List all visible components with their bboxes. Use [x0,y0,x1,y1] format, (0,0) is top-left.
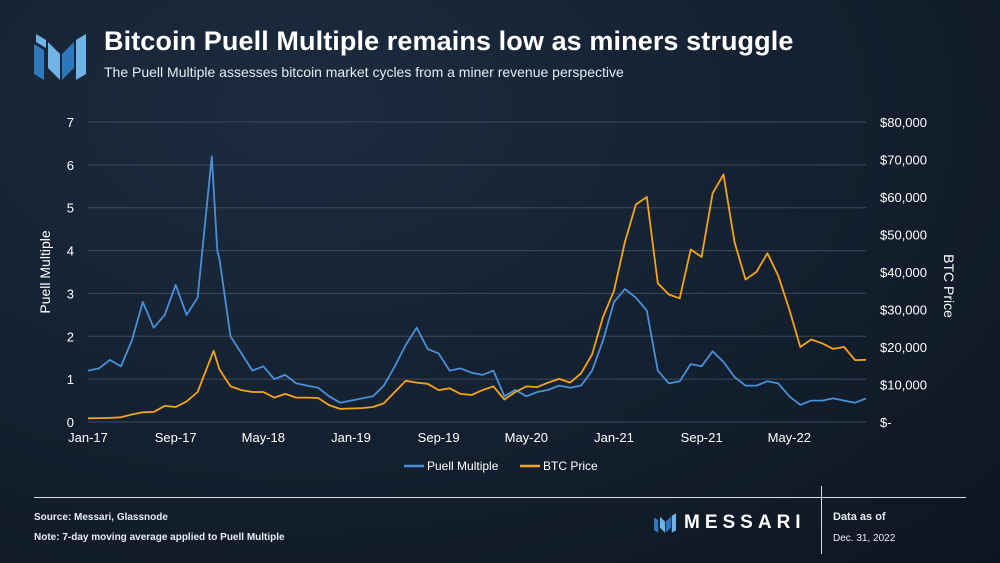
y-right-tick-label: $40,000 [880,265,927,280]
x-tick-label: Sep-17 [155,430,197,445]
y-left-tick-label: 5 [67,201,74,216]
y-left-tick-label: 4 [67,244,74,259]
page-title: Bitcoin Puell Multiple remains low as mi… [104,26,794,56]
x-tick-label: Jan-21 [594,430,634,445]
y-right-tick-label: $20,000 [880,340,927,355]
legend-puell-multiple-label: Puell Multiple [427,459,499,473]
x-tick-label: Jan-19 [331,430,371,445]
messari-logo-icon [34,34,86,80]
x-tick-label: Sep-19 [418,430,460,445]
y-left-tick-label: 3 [67,286,74,301]
x-tick-label: May-20 [505,430,548,445]
page-subtitle: The Puell Multiple assesses bitcoin mark… [104,64,624,80]
y-left-tick-label: 1 [67,372,74,387]
y-right-tick-label: $80,000 [880,115,927,130]
data-as-of-date: Dec. 31, 2022 [833,533,896,544]
y-left-tick-label: 6 [67,158,74,173]
series-line-puell-multiple [87,155,867,406]
y-right-tick-label: $10,000 [880,378,927,393]
y-right-tick-label: $50,000 [880,228,927,243]
data-as-of-label: Data as of [833,511,886,523]
note-text: Note: 7-day moving average applied to Pu… [34,532,285,543]
brand-lockup: MESSARI [654,512,806,534]
y-right-tick-label: $60,000 [880,190,927,205]
footer-divider [34,497,966,498]
footer-vertical-divider [821,486,822,554]
y-right-tick-label: $- [880,415,892,430]
y-left-tick-label: 7 [67,115,74,130]
y-left-tick-label: 2 [67,329,74,344]
source-text: Source: Messari, Glassnode [34,512,168,523]
x-tick-label: Sep-21 [681,430,723,445]
messari-brand-icon [654,513,676,533]
x-tick-label: Jan-17 [68,430,108,445]
y-right-tick-label: $30,000 [880,303,927,318]
y-right-axis-label: BTC Price [941,254,957,318]
brand-name: MESSARI [684,512,806,533]
legend-btc-price-label: BTC Price [543,459,598,473]
x-tick-label: May-18 [242,430,285,445]
y-left-tick-label: 0 [67,415,74,430]
series-line-btc-price [87,173,867,420]
y-left-axis-label: Puell Multiple [37,230,53,313]
y-right-tick-label: $70,000 [880,153,927,168]
x-tick-label: May-22 [768,430,811,445]
